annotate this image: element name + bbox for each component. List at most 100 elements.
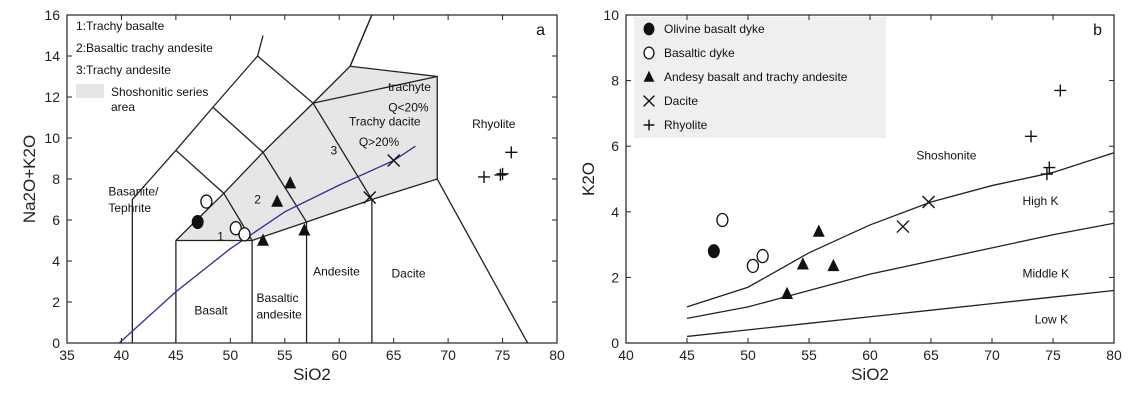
shoshonitic-area — [175, 66, 438, 241]
data-point-rhyolite-shape — [496, 167, 509, 180]
data-point-andesy-basalt-and-trachy-andesite — [271, 194, 284, 207]
data-point-dacite — [896, 220, 910, 234]
x-axis-label: SiO2 — [293, 365, 331, 384]
data-point-dacite — [922, 195, 936, 209]
y-tick-label: 0 — [52, 335, 60, 351]
legend-text-line: Shoshonitic series — [111, 85, 208, 99]
data-point-andesy-basalt-and-trachy-andesite — [298, 223, 311, 236]
x-tick-label: 60 — [331, 347, 347, 363]
data-point-andesy-basalt-and-trachy-andesite-shape — [298, 223, 311, 236]
x-tick-label: 65 — [386, 347, 402, 363]
data-point-rhyolite — [478, 170, 491, 183]
legend-marker-filled-circle — [643, 22, 655, 36]
y-tick-label: 2 — [611, 269, 619, 285]
legend-marker-cross-x — [643, 95, 655, 107]
data-point-andesy-basalt-and-trachy-andesite — [781, 286, 794, 300]
field-label-q-20: Q>20% — [359, 135, 400, 149]
data-point-andesy-basalt-and-trachy-andesite — [796, 257, 809, 270]
y-tick-label: 14 — [44, 48, 60, 64]
data-point-basaltic-dyke-shape — [200, 194, 213, 209]
field-label-basanite: Basanite/ — [108, 184, 159, 198]
legend-text: Olivine basalt dyke — [664, 22, 765, 36]
field-boundary-7 — [175, 149, 253, 241]
data-point-olivine-basalt-dyke — [707, 244, 720, 259]
field-boundary-8 — [212, 106, 308, 223]
y-tick-label: 6 — [52, 212, 60, 228]
x-tick-label: 45 — [168, 347, 184, 363]
x-tick-label: 75 — [1045, 347, 1061, 363]
legend-marker-plus — [643, 119, 655, 131]
x-tick-label: 50 — [740, 347, 756, 363]
x-tick-label: 60 — [862, 347, 878, 363]
y-tick-label: 2 — [52, 294, 60, 310]
data-point-andesy-basalt-and-trachy-andesite-shape — [812, 224, 825, 237]
field-boundary-1 — [686, 222, 1115, 320]
data-point-basaltic-dyke — [200, 194, 213, 209]
x-tick-label: 70 — [984, 347, 1000, 363]
field-label-2: 2 — [254, 193, 261, 207]
field-label-1: 1 — [217, 230, 224, 244]
y-tick-label: 0 — [611, 335, 619, 351]
field-boundary-2 — [686, 289, 1115, 338]
field-label-andesite: andesite — [256, 307, 302, 321]
data-point-rhyolite — [1043, 161, 1056, 174]
data-point-andesy-basalt-and-trachy-andesite — [827, 258, 840, 272]
x-axis-label: SiO2 — [851, 365, 889, 384]
legend-marker-filled-circle-shape — [643, 22, 655, 36]
data-point-andesy-basalt-and-trachy-andesite — [284, 176, 297, 189]
data-point-rhyolite — [1025, 130, 1038, 143]
field-label-andesite: Andesite — [313, 264, 360, 278]
field-boundary-11 — [312, 75, 438, 104]
legend-text-shoshonitic: Shoshonitic series area — [111, 85, 208, 114]
field-label-3: 3 — [331, 143, 338, 157]
y-tick-label: 8 — [611, 73, 619, 89]
field-label-trachy-dacite: Trachy dacite — [349, 115, 421, 129]
data-point-andesy-basalt-and-trachy-andesite-shape — [827, 258, 840, 272]
data-point-olivine-basalt-dyke — [191, 215, 204, 230]
data-point-rhyolite-shape — [505, 146, 518, 159]
data-point-olivine-basalt-dyke-shape — [191, 215, 204, 230]
field-label-low-k: Low K — [1035, 312, 1068, 326]
field-label-middle-k: Middle K — [1023, 266, 1070, 280]
data-point-andesy-basalt-and-trachy-andesite — [257, 233, 269, 246]
panel-b-k2o-diagram: 40 45 50 55 60 65 70 75 80 0 2 4 6 8 10 SiO2 K2O b Shoshon… — [579, 7, 1122, 384]
data-point-rhyolite-shape — [1043, 161, 1056, 174]
legend-marker-open-circle-shape — [643, 46, 655, 60]
data-point-andesy-basalt-and-trachy-andesite — [812, 224, 825, 237]
field-label-basaltic: Basaltic — [256, 291, 298, 305]
data-point-andesy-basalt-and-trachy-andesite-shape — [284, 176, 297, 189]
legend-text-line: area — [111, 100, 135, 114]
field-label-tephrite: Tephrite — [108, 201, 151, 215]
x-tick-label: 40 — [618, 347, 634, 363]
legend-marker-open-circle — [643, 46, 655, 60]
field-label-dacite: Dacite — [391, 266, 425, 280]
field-label-basalt: Basalt — [194, 303, 228, 317]
data-point-rhyolite — [1054, 84, 1067, 97]
data-point-basaltic-dyke-shape — [238, 227, 251, 242]
legend-key: 1: — [76, 19, 86, 33]
x-tick-label: 55 — [801, 347, 817, 363]
data-point-rhyolite — [494, 168, 507, 181]
data-point-andesy-basalt-and-trachy-andesite-shape — [257, 233, 269, 246]
x-tick-label: 35 — [59, 347, 75, 363]
y-tick-label: 6 — [611, 138, 619, 154]
field-label-trachyte: trachyte — [388, 80, 431, 94]
data-point-olivine-basalt-dyke-shape — [707, 244, 720, 259]
legend-marker-filled-triangle-shape — [643, 70, 655, 82]
data-point-rhyolite — [496, 167, 509, 180]
legend-key: 3: — [76, 63, 86, 77]
legend-text: Basaltic trachy andesite — [86, 41, 213, 55]
data-point-andesy-basalt-and-trachy-andesite-shape — [781, 286, 794, 300]
data-point-dacite-shape — [896, 220, 910, 234]
data-point-dacite-shape — [922, 195, 936, 209]
data-point-andesy-basalt-and-trachy-andesite-shape — [796, 257, 809, 270]
x-tick-label: 50 — [223, 347, 239, 363]
data-point-basaltic-dyke — [238, 227, 251, 242]
data-point-rhyolite-shape — [478, 170, 491, 183]
legend-marker-plus-shape — [643, 119, 655, 131]
data-point-rhyolite-shape — [494, 168, 507, 181]
data-point-dacite-shape — [387, 154, 401, 168]
y-tick-label: 10 — [44, 130, 60, 146]
y-axis-label: Na2O+K2O — [20, 135, 39, 223]
